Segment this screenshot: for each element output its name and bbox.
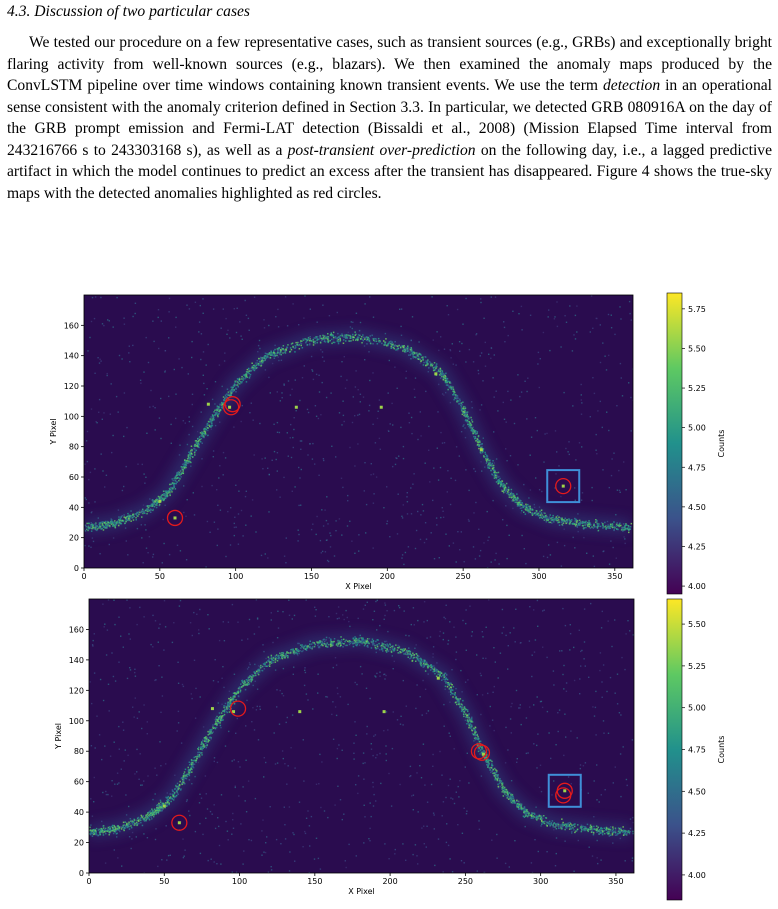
section-heading: 4.3. Discussion of two particular cases bbox=[7, 3, 251, 20]
y-tick-label: 0 bbox=[79, 869, 84, 878]
colorbar-tick-label: 4.75 bbox=[688, 746, 706, 755]
transient-highlight-box bbox=[546, 469, 581, 504]
x-tick-label: 300 bbox=[533, 877, 548, 886]
y-tick-label: 60 bbox=[74, 778, 84, 787]
axes-frame bbox=[88, 598, 635, 874]
paragraph-emphasis-over-prediction: post-transient over-prediction bbox=[287, 141, 476, 159]
y-tick-label: 140 bbox=[69, 656, 84, 665]
colorbar-tick-label: 5.00 bbox=[688, 704, 706, 713]
y-tick-label: 140 bbox=[64, 352, 79, 361]
x-tick-label: 0 bbox=[81, 572, 86, 581]
figure-4-svg: 0 50 100 150 200 250 300 3500204060801001201401… bbox=[49, 292, 726, 901]
colorbar-tick-label: 4.50 bbox=[688, 787, 706, 796]
colorbar: 4.00 4.25 4.50 4.75 5.00 5.25 5.50 Counts bbox=[666, 598, 726, 901]
x-tick-label: 200 bbox=[382, 877, 397, 886]
colorbar-tick-label: 5.50 bbox=[688, 620, 706, 629]
anomaly-circle bbox=[166, 509, 184, 527]
paragraph-text-1: We tested our procedure on a few represe… bbox=[7, 34, 772, 94]
axes-frame bbox=[83, 294, 634, 569]
x-tick-label: 250 bbox=[458, 877, 473, 886]
paragraph-text-3: on the following day, i.e., a lagged pre… bbox=[7, 141, 772, 202]
x-tick-label: 100 bbox=[232, 877, 247, 886]
colorbar-tick-label: 5.00 bbox=[688, 424, 706, 433]
y-tick-label: 40 bbox=[74, 808, 84, 817]
colorbar-gradient bbox=[666, 292, 683, 595]
anomaly-circle bbox=[171, 814, 188, 831]
y-tick-label: 100 bbox=[64, 412, 79, 421]
colorbar-gradient bbox=[666, 598, 683, 901]
y-tick-label: 20 bbox=[69, 534, 79, 543]
figure-4: 0 50 100 150 200 250 300 350 0 20 40 60 80 100 120 140 1… bbox=[0, 285, 778, 909]
anomaly-circle bbox=[555, 477, 572, 495]
colorbar-label: Counts bbox=[717, 736, 726, 764]
y-tick-label: 120 bbox=[64, 382, 79, 391]
y-tick-label: 60 bbox=[69, 473, 79, 482]
colorbar-tick-label: 4.50 bbox=[688, 503, 706, 512]
colorbar: 4.00 4.25 4.50 4.75 5.00 5.25 5.50 5.75 Counts bbox=[666, 292, 726, 595]
colorbar-tick-label: 4.00 bbox=[688, 582, 706, 591]
x-axis-label: X Pixel bbox=[348, 887, 375, 896]
y-tick-label: 100 bbox=[69, 717, 84, 726]
y-tick-label: 80 bbox=[74, 747, 84, 756]
anomaly-circle bbox=[473, 744, 491, 761]
y-tick-label: 160 bbox=[69, 625, 84, 634]
colorbar-tick-label: 4.25 bbox=[688, 829, 706, 838]
sky-map-content bbox=[89, 599, 634, 873]
colorbar-tick-label: 5.50 bbox=[688, 344, 706, 353]
paragraph-emphasis-detection: detection bbox=[602, 77, 661, 94]
colorbar-label: Counts bbox=[717, 430, 726, 458]
sky-map-content bbox=[84, 295, 633, 568]
y-axis-label: Y Pixel bbox=[54, 723, 63, 750]
x-tick-label: 150 bbox=[307, 877, 322, 886]
x-tick-label: 250 bbox=[456, 572, 471, 581]
anomaly-circle bbox=[556, 782, 573, 799]
x-tick-label: 0 bbox=[86, 877, 91, 886]
y-tick-label: 160 bbox=[64, 321, 79, 330]
panel-bottom: 0 50 100 150 200 250 300 350 0 20 40 60 80 100 120 140 1… bbox=[54, 598, 726, 901]
anomaly-circle bbox=[229, 700, 247, 717]
section-paragraph: We tested our procedure on a few represe… bbox=[7, 32, 772, 204]
colorbar-tick-label: 5.25 bbox=[688, 662, 706, 671]
colorbar-tick-label: 5.25 bbox=[688, 384, 706, 393]
y-axis-label: Y Pixel bbox=[49, 419, 58, 446]
x-tick-label: 350 bbox=[607, 572, 622, 581]
y-tick-label: 0 bbox=[74, 564, 79, 573]
transient-highlight-box bbox=[547, 773, 582, 808]
y-tick-label: 120 bbox=[69, 686, 84, 695]
colorbar-tick-label: 4.00 bbox=[688, 871, 706, 880]
x-tick-label: 150 bbox=[304, 572, 319, 581]
y-tick-label: 40 bbox=[69, 503, 79, 512]
x-tick-label: 50 bbox=[155, 572, 165, 581]
colorbar-tick-label: 4.25 bbox=[688, 542, 706, 551]
x-tick-label: 200 bbox=[380, 572, 395, 581]
y-tick-label: 20 bbox=[74, 839, 84, 848]
y-tick-label: 80 bbox=[69, 443, 79, 452]
x-axis-label: X Pixel bbox=[345, 582, 372, 591]
x-tick-label: 300 bbox=[531, 572, 546, 581]
anomaly-circle bbox=[222, 399, 240, 416]
paragraph-text-2: in an operational sense consistent with … bbox=[7, 77, 772, 159]
colorbar-tick-label: 5.75 bbox=[688, 305, 706, 314]
x-tick-label: 100 bbox=[228, 572, 243, 581]
colorbar-tick-label: 4.75 bbox=[688, 463, 706, 472]
anomaly-circle bbox=[224, 396, 241, 413]
x-tick-label: 50 bbox=[159, 877, 169, 886]
x-tick-label: 350 bbox=[608, 877, 623, 886]
anomaly-circle bbox=[470, 743, 488, 760]
panel-top: 0 50 100 150 200 250 300 350 0 20 40 60 80 100 120 140 1… bbox=[49, 292, 726, 595]
